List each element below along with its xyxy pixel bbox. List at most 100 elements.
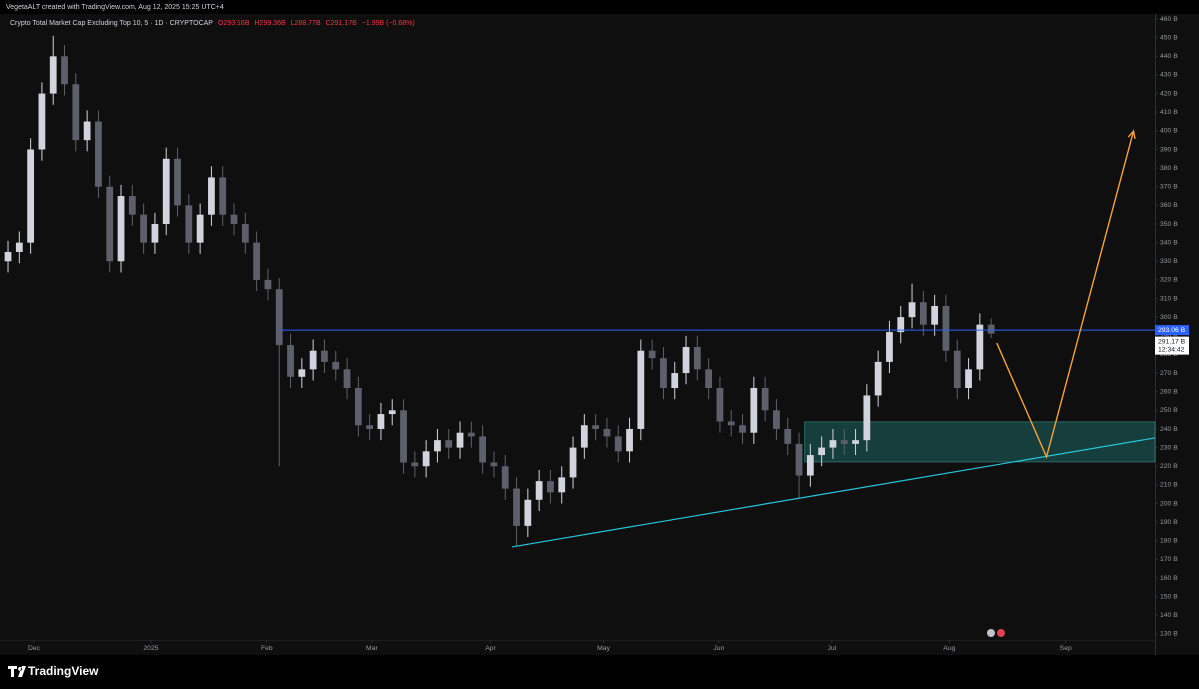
candle-body	[547, 481, 554, 493]
candle-body	[705, 369, 713, 388]
candle-body	[275, 289, 283, 346]
candle-body	[513, 488, 520, 526]
y-tick-label: 330 B	[1160, 258, 1178, 265]
candle-body	[400, 410, 407, 463]
ohlc: O293.16B H299.36B L288.77B C291.17B −1.99B (…	[218, 20, 415, 27]
brand-name: TradingView	[28, 664, 99, 678]
y-tick-label: 150 B	[1160, 593, 1178, 600]
y-tick-label: 240 B	[1160, 426, 1178, 433]
candle-body	[140, 214, 148, 243]
candle-body	[388, 410, 396, 415]
y-tick-label: 210 B	[1160, 482, 1178, 489]
x-tick-label: Dec	[28, 645, 41, 652]
candle-body	[558, 477, 566, 493]
x-tick-label: Mar	[366, 645, 378, 652]
y-tick-label: 380 B	[1160, 165, 1178, 172]
candle-body	[230, 214, 238, 225]
candle-body	[761, 387, 769, 411]
legend: Crypto Total Market Cap Excluding Top 10…	[10, 20, 415, 27]
y-tick-label: 310 B	[1160, 295, 1178, 302]
candle-body	[185, 205, 193, 243]
candle-body	[592, 425, 600, 429]
candle-body	[241, 224, 249, 243]
candle-body	[253, 242, 261, 280]
x-tick-label: 2025	[143, 645, 158, 652]
candle-body	[727, 421, 735, 426]
y-tick-label: 390 B	[1160, 146, 1178, 153]
y-tick-label: 430 B	[1160, 72, 1178, 79]
candle-body	[919, 302, 927, 325]
y-tick-label: 300 B	[1160, 314, 1178, 321]
candle-body	[818, 447, 826, 456]
last-price-label: 291.17 B	[1158, 338, 1186, 345]
candle-body	[795, 443, 803, 476]
candle-body	[976, 324, 984, 370]
candle-body	[784, 428, 792, 444]
y-tick-label: 450 B	[1160, 34, 1178, 41]
candle-body	[852, 440, 859, 444]
candle-body	[106, 186, 114, 262]
trendline	[511, 437, 1156, 548]
ohlc-value: O293.16B	[218, 20, 250, 27]
y-tick-label: 340 B	[1160, 239, 1178, 246]
candle-body	[4, 251, 12, 262]
candle-body	[117, 196, 125, 262]
candle-body	[38, 93, 46, 150]
candle-body	[693, 346, 701, 370]
candle-body	[219, 177, 227, 215]
y-tick-label: 160 B	[1160, 575, 1178, 582]
candle-body	[750, 387, 758, 433]
y-tick-label: 400 B	[1160, 128, 1178, 135]
y-tick-label: 370 B	[1160, 184, 1178, 191]
candle-body	[287, 345, 294, 377]
y-tick-label: 270 B	[1160, 370, 1178, 377]
candle-body	[445, 440, 453, 448]
symbol-title: Crypto Total Market Cap Excluding Top 10…	[10, 20, 213, 27]
candle-body	[569, 447, 577, 478]
candle-body	[411, 462, 419, 467]
candle-body	[298, 369, 306, 377]
candle-body	[897, 317, 905, 333]
last-price-bg	[1155, 336, 1189, 355]
y-tick-label: 410 B	[1160, 109, 1178, 116]
projection-arrowhead	[1127, 129, 1136, 140]
candle-body	[95, 121, 102, 187]
candle-body	[886, 332, 893, 362]
x-tick-label: May	[597, 645, 610, 652]
candle-body	[603, 428, 611, 437]
candle-body	[162, 158, 170, 225]
candle-body	[174, 158, 181, 206]
candle-body	[874, 361, 882, 396]
candle-body	[151, 224, 159, 243]
x-tick-label: Apr	[485, 645, 496, 652]
y-tick-label: 280 B	[1160, 351, 1178, 358]
candle-body	[648, 350, 656, 359]
brand: TradingView	[8, 664, 99, 678]
countdown: 12:34:42	[1158, 346, 1185, 353]
candle-body	[614, 436, 622, 452]
y-tick-label: 170 B	[1160, 556, 1178, 563]
candle-body	[931, 305, 939, 325]
candle-body	[626, 428, 633, 452]
candle-body	[942, 305, 950, 351]
ohlc-value: C291.17B	[326, 20, 357, 27]
candle-body	[716, 387, 724, 422]
y-tick-label: 200 B	[1160, 500, 1178, 507]
candle-body	[987, 324, 995, 334]
y-tick-label: 220 B	[1160, 463, 1178, 470]
candle-body	[309, 350, 317, 370]
candle-body	[773, 410, 780, 429]
y-tick-label: 130 B	[1160, 631, 1178, 638]
y-tick-label: 260 B	[1160, 389, 1178, 396]
attribution: VegetaALT created with TradingView.com, …	[6, 4, 224, 11]
y-tick-label: 420 B	[1160, 90, 1178, 97]
y-tick-label: 250 B	[1160, 407, 1178, 414]
candle-body	[908, 302, 916, 318]
hline-label: 293.06 B	[1158, 327, 1186, 334]
y-tick-label: 180 B	[1160, 538, 1178, 545]
candle-body	[580, 425, 588, 448]
candle-body	[490, 462, 498, 467]
x-tick-label: Aug	[943, 645, 955, 652]
candle-body	[953, 350, 961, 388]
candle-body	[377, 414, 385, 429]
